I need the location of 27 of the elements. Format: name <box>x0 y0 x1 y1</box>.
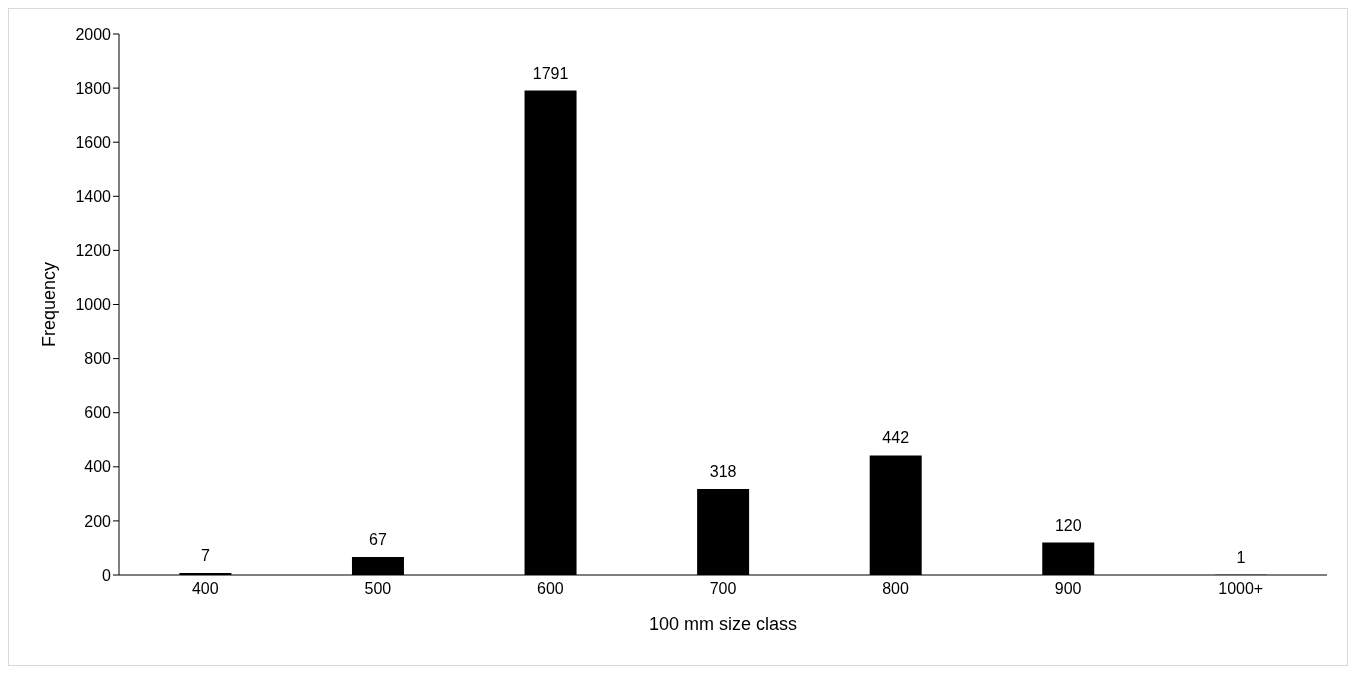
data-label: 318 <box>709 462 737 480</box>
data-label: 7 <box>200 547 210 565</box>
y-tick-label: 0 <box>102 566 112 584</box>
y-tick-label: 400 <box>84 458 112 476</box>
y-tick-label: 800 <box>84 350 112 368</box>
x-tick-label: 600 <box>537 580 564 598</box>
y-tick-label: 1600 <box>75 133 112 151</box>
y-axis-title: Frequency <box>39 261 60 348</box>
x-axis-title: 100 mm size class <box>648 614 798 634</box>
x-tick-label: 800 <box>882 580 910 598</box>
x-tick-label: 500 <box>364 580 392 598</box>
y-tick-label: 200 <box>84 512 112 530</box>
x-tick-label: 900 <box>1054 580 1082 598</box>
data-label: 120 <box>1054 516 1082 534</box>
x-tick-label: 700 <box>709 580 737 598</box>
x-tick-label: 400 <box>191 580 219 598</box>
x-tick-label: 1000+ <box>1218 580 1264 598</box>
data-label: 1 <box>1236 548 1246 566</box>
y-tick-label: 1800 <box>75 79 112 97</box>
data-label: 67 <box>369 530 387 548</box>
y-tick-label: 1400 <box>75 187 112 205</box>
y-tick-label: 1200 <box>75 242 112 260</box>
y-tick-label: 2000 <box>75 25 112 43</box>
data-label: 442 <box>882 429 910 447</box>
y-tick-label: 600 <box>84 404 112 422</box>
y-tick-label: 1000 <box>75 296 112 314</box>
data-label: 1791 <box>532 64 569 82</box>
